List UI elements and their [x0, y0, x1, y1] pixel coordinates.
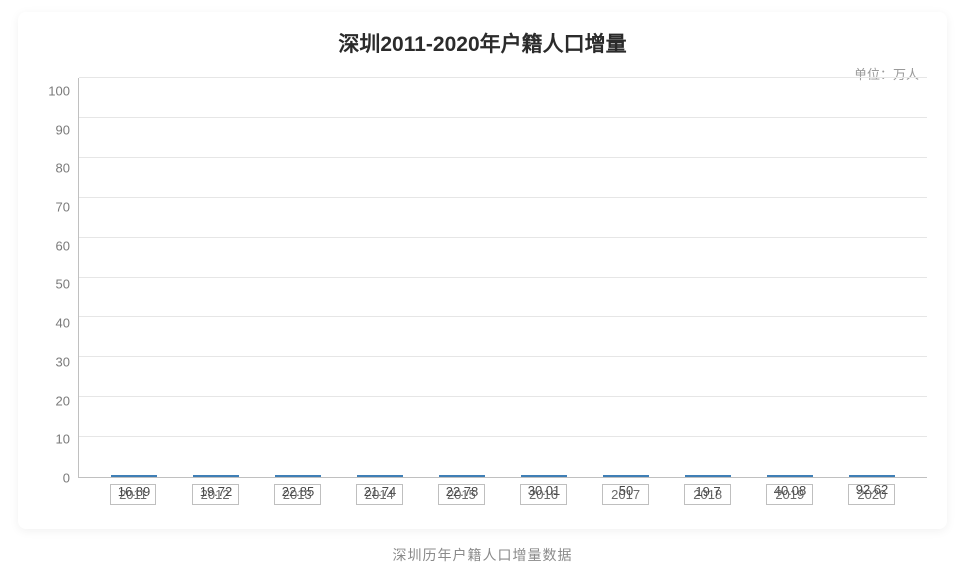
bar-value-label: 19.72: [200, 484, 233, 499]
bar-value-label: 16.89: [118, 484, 151, 499]
bar-slot: 21.74: [339, 475, 421, 477]
bar-slot: 40.08: [749, 475, 831, 477]
y-tick: 100: [48, 85, 70, 98]
bar: [767, 475, 812, 477]
gridline: [79, 77, 927, 78]
bar-value-label: 40.08: [774, 483, 807, 498]
bar-value-label: 21.74: [364, 484, 397, 499]
bar-value-label: 92.62: [856, 482, 889, 497]
chart-title: 深圳2011-2020年户籍人口增量: [38, 28, 927, 58]
y-tick: 50: [56, 278, 70, 291]
bar: [193, 475, 238, 477]
y-tick: 10: [56, 433, 70, 446]
bar-slot: 22.85: [257, 475, 339, 477]
y-tick: 70: [56, 201, 70, 214]
bar-slot: 22.78: [421, 475, 503, 477]
bar-slot: 30.01: [503, 475, 585, 477]
bar-value-label: 50: [619, 483, 633, 498]
gridline: [79, 157, 927, 158]
bar-slot: 16.89: [93, 475, 175, 477]
gridline: [79, 436, 927, 437]
bar-slot: 50: [585, 475, 667, 477]
plot-area: 16.8919.7222.8521.7422.7830.015019.740.0…: [78, 78, 927, 478]
bar: [111, 475, 156, 477]
bar-slot: 92.62: [831, 475, 913, 477]
y-tick: 60: [56, 239, 70, 252]
bar: [439, 475, 484, 477]
y-tick: 40: [56, 317, 70, 330]
gridline: [79, 197, 927, 198]
bar: [521, 475, 566, 477]
y-tick: 20: [56, 394, 70, 407]
bar: [357, 475, 402, 477]
y-tick: 80: [56, 162, 70, 175]
bar-slot: 19.7: [667, 475, 749, 477]
bar-value-label: 22.85: [282, 484, 315, 499]
y-tick: 0: [63, 471, 70, 484]
figure-caption: 深圳历年户籍人口增量数据: [393, 545, 573, 565]
y-axis: 1009080706050403020100: [38, 78, 78, 478]
y-tick: 30: [56, 355, 70, 368]
gridline: [79, 356, 927, 357]
bar-slot: 19.72: [175, 475, 257, 477]
bar: [685, 475, 730, 477]
bar: [603, 475, 648, 477]
gridline: [79, 316, 927, 317]
gridline: [79, 237, 927, 238]
bar-value-label: 22.78: [446, 484, 479, 499]
bar: [275, 475, 320, 477]
bars-container: 16.8919.7222.8521.7422.7830.015019.740.0…: [79, 78, 927, 477]
gridline: [79, 117, 927, 118]
gridline: [79, 277, 927, 278]
bar-value-label: 30.01: [528, 483, 561, 498]
y-tick: 90: [56, 123, 70, 136]
bar-value-label: 19.7: [695, 484, 720, 499]
gridline: [79, 396, 927, 397]
plot-wrap: 1009080706050403020100 16.8919.7222.8521…: [38, 78, 927, 478]
chart-card: 深圳2011-2020年户籍人口增量 单位：万人 100908070605040…: [18, 12, 947, 529]
bar: [849, 475, 894, 477]
